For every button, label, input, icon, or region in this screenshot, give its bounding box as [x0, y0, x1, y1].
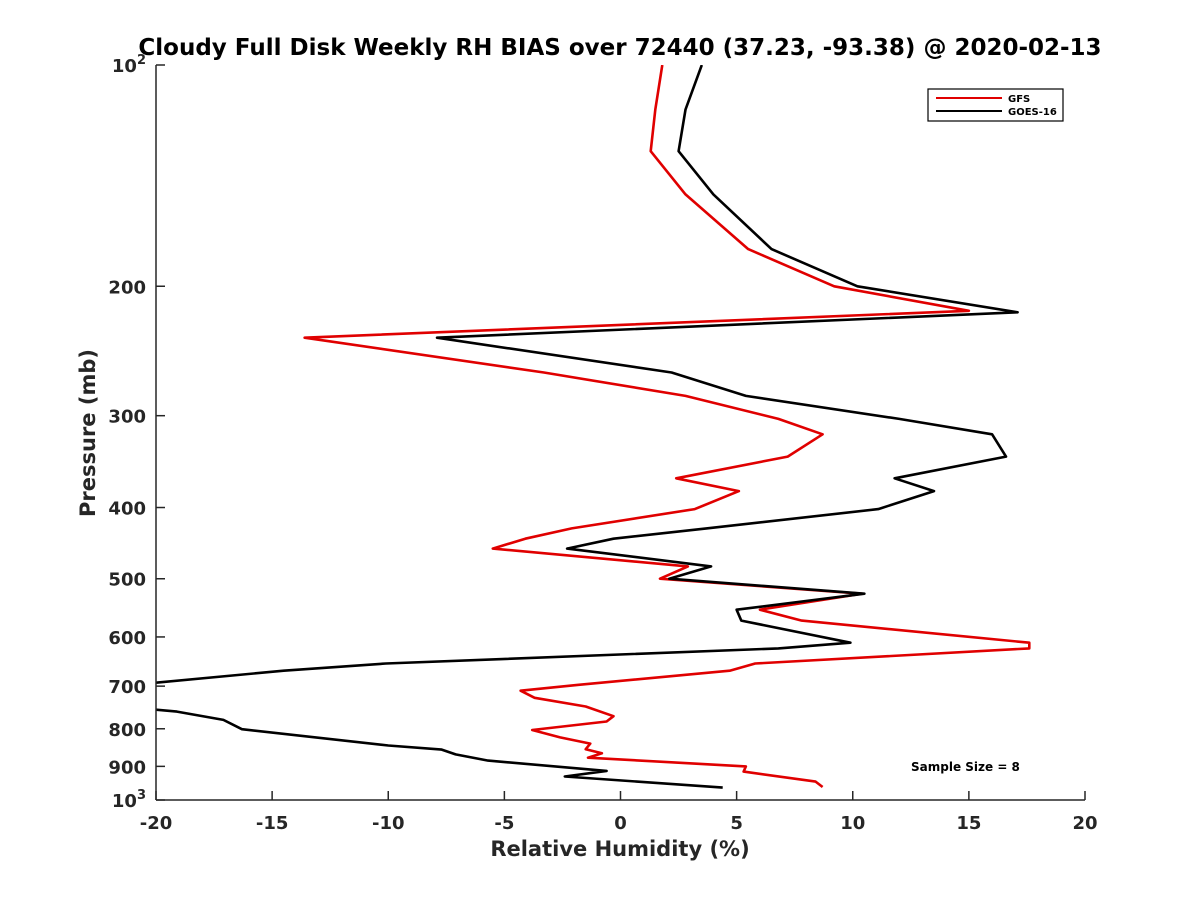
x-tick-label: 5 [730, 813, 743, 834]
y-tick-label: 103 [112, 788, 146, 812]
legend-label-gfs: GFS [1008, 94, 1030, 105]
y-tick-label: 300 [108, 407, 146, 428]
series-line-goes-16 [156, 65, 1019, 789]
legend-label-goes16: GOES-16 [1008, 107, 1057, 118]
legend-box [927, 88, 1064, 122]
y-tick-label: 200 [108, 277, 146, 298]
x-tick-label: 15 [956, 813, 981, 834]
x-tick-label: 0 [614, 813, 627, 834]
x-axis-label: Relative Humidity (%) [490, 837, 749, 861]
x-tick-label: -20 [140, 813, 173, 834]
y-tick-label: 700 [108, 677, 146, 698]
x-tick-label: 20 [1072, 813, 1097, 834]
y-ticks: 102 200 300 400 500 600 700 800 900 103 [108, 53, 165, 812]
y-tick-label: 800 [108, 720, 146, 741]
legend: GFS GOES-16 [927, 88, 1064, 122]
y-tick-label: 400 [108, 499, 146, 520]
x-ticks: -20 -15 -10 -5 0 5 10 15 20 [140, 791, 1098, 834]
x-tick-label: -5 [494, 813, 514, 834]
x-tick-label: -15 [256, 813, 289, 834]
y-tick-label: 600 [108, 628, 146, 649]
y-tick-label: 500 [108, 570, 146, 591]
sample-size-annotation: Sample Size = 8 [911, 760, 1020, 774]
y-tick-label: 102 [112, 53, 146, 77]
series-layer [156, 65, 1031, 789]
y-axis-label: Pressure (mb) [76, 349, 100, 517]
y-tick-label: 900 [108, 757, 146, 778]
chart-title: Cloudy Full Disk Weekly RH BIAS over 724… [138, 35, 1101, 61]
x-tick-label: 10 [840, 813, 865, 834]
x-tick-label: -10 [372, 813, 405, 834]
